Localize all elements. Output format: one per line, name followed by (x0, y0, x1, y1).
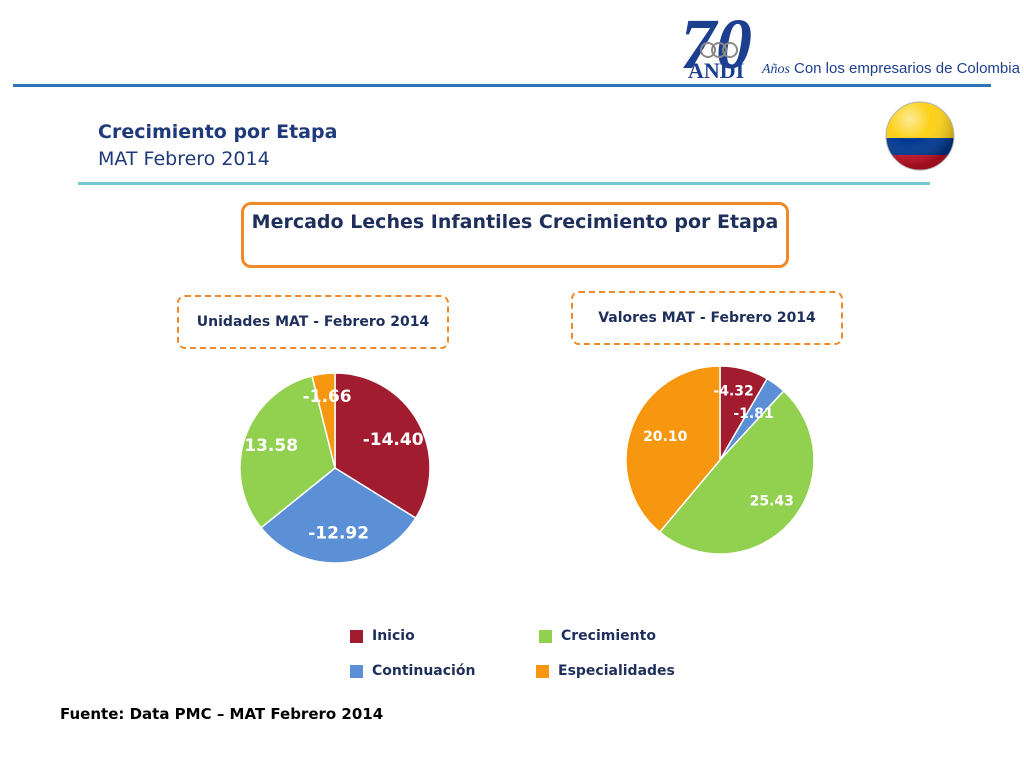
title-divider (78, 182, 930, 185)
logo-tagline: Años Con los empresarios de Colombia (762, 60, 1020, 78)
source-note: Fuente: Data PMC – MAT Febrero 2014 (60, 705, 384, 723)
pie-slice-especialidades (311, 372, 336, 469)
data-label: -4.32 (713, 384, 753, 400)
legend-item-crecimiento: Crecimiento (539, 628, 656, 644)
data-label: 20.10 (643, 429, 688, 445)
data-label: 25.43 (750, 493, 794, 509)
colombia-flag-icon (885, 101, 955, 171)
logo-number: 70 (680, 10, 752, 82)
legend-label: Continuación (372, 663, 476, 679)
legend-swatch (536, 664, 549, 678)
legend-label: Especialidades (558, 663, 675, 679)
header-divider (13, 84, 991, 87)
data-label: -1.81 (733, 406, 773, 422)
data-label: -14.40 (363, 430, 424, 450)
pie-slice-especialidades (625, 365, 721, 534)
pie-slice-inicio (334, 372, 431, 520)
logo-anos: Años (762, 62, 790, 77)
andi-70-logo: 70 ANDI (680, 10, 752, 82)
legend-item-especialidades: Especialidades (536, 663, 675, 679)
legend-label: Crecimiento (561, 628, 656, 644)
pie-slice-crecimiento (658, 389, 815, 555)
page-subtitle: MAT Febrero 2014 (98, 148, 270, 170)
values-pie-chart: -4.32 -1.81 25.43 20.10 (625, 365, 815, 555)
data-label: -1.66 (303, 387, 352, 407)
units-pie-chart: -14.40 -12.92 13.58 -1.66 (239, 372, 431, 564)
page-title: Crecimiento por Etapa (98, 121, 338, 143)
legend-swatch (350, 664, 363, 678)
data-label: -12.92 (308, 524, 369, 544)
logo-tagline-text: Con los empresarios de Colombia (794, 60, 1020, 77)
pie-slice-crecimiento (239, 374, 336, 529)
legend-item-inicio: Inicio (350, 628, 415, 644)
legend-item-continuacion: Continuación (350, 663, 475, 679)
data-label: 13.58 (244, 436, 298, 456)
legend-label: Inicio (372, 628, 415, 644)
main-chart-title: Mercado Leches Infantiles Crecimiento po… (241, 202, 789, 268)
pie-slice-continuacin (260, 467, 417, 564)
logo-brand: ANDI (688, 58, 744, 82)
legend-swatch (350, 629, 363, 643)
legend-swatch (539, 629, 552, 643)
units-chart-title: Unidades MAT - Febrero 2014 (177, 295, 449, 349)
values-chart-title: Valores MAT - Febrero 2014 (571, 291, 843, 345)
